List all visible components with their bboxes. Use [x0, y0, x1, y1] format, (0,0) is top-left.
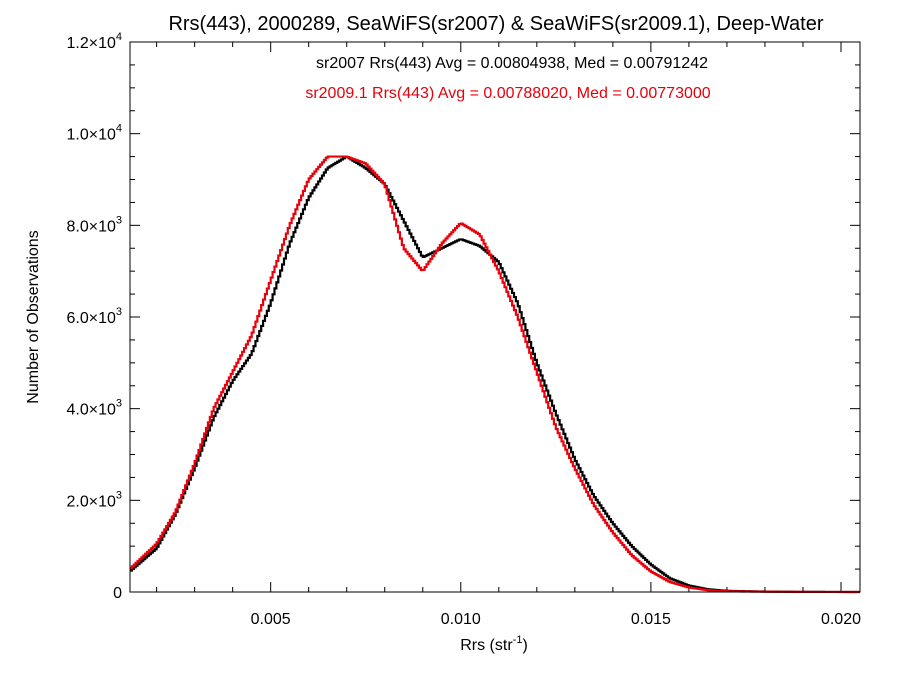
y-tick-label: 0 [113, 585, 122, 602]
y-axis-ticks: 0 2.0×103 4.0×103 6.0×103 8.0×103 1.0×104 1.2×… [66, 31, 860, 602]
y-tick-label: 6.0×103 [66, 306, 122, 327]
x-tick-label: 0.020 [821, 611, 861, 628]
y-tick-label: 2.0×103 [66, 489, 122, 510]
legend-entry-sr2007: sr2007 Rrs(443) Avg = 0.00804938, Med = … [316, 55, 708, 72]
y-tick-label: 1.0×104 [66, 123, 122, 144]
x-axis-title: Rrs (str-1) [460, 634, 528, 654]
x-tick-label: 0.005 [251, 611, 291, 628]
legend-entry-sr2009: sr2009.1 Rrs(443) Avg = 0.00788020, Med … [305, 85, 710, 102]
y-axis-title: Number of Observations [25, 230, 42, 403]
series-layer [130, 155, 860, 594]
y-tick-label: 4.0×103 [66, 398, 122, 419]
plot-frame [129, 41, 861, 593]
x-tick-label: 0.015 [631, 611, 671, 628]
series-sr2007-line [130, 156, 860, 594]
y-tick-label: 8.0×103 [66, 214, 122, 235]
series-sr2009-line [130, 155, 860, 594]
chart-title: Rrs(443), 2000289, SeaWiFS(sr2007) & Sea… [168, 13, 823, 35]
y-tick-label: 1.2×104 [66, 31, 122, 52]
x-tick-label: 0.010 [441, 611, 481, 628]
x-axis-ticks: 0.005 0.010 0.015 0.020 [156, 42, 861, 628]
